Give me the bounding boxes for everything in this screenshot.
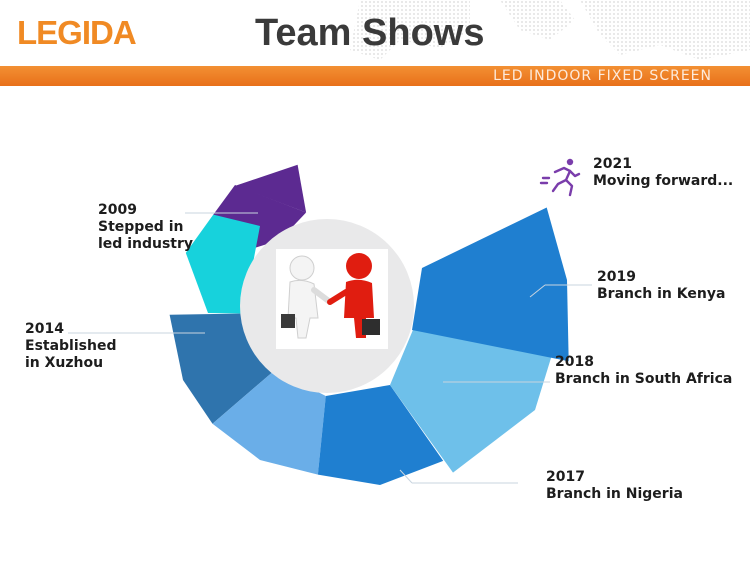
legida-logo: LEGIDA xyxy=(17,14,137,51)
milestone-text: in Xuzhou xyxy=(25,355,104,371)
running-person-icon xyxy=(539,158,581,197)
milestone-label-2018: 2018 Branch in South Africa xyxy=(555,354,732,388)
header-orange-bar xyxy=(0,66,750,86)
milestone-label-2017: 2017 Branch in Nigeria xyxy=(546,469,683,503)
segment-2017 xyxy=(317,385,444,485)
milestone-text: led industry xyxy=(98,236,193,252)
segment-light-blue xyxy=(212,370,326,475)
milestone-year: 2017 xyxy=(546,469,585,485)
milestone-text: Branch in South Africa xyxy=(555,371,733,387)
milestone-year: 2009 xyxy=(98,202,137,218)
milestone-label-2021: 2021 Moving forward... xyxy=(593,156,733,190)
segment-2018 xyxy=(390,325,555,473)
world-map-background xyxy=(350,0,750,60)
milestone-label-2014: 2014 Established in Xuzhou xyxy=(25,321,116,372)
leader-line-2019 xyxy=(529,284,546,298)
milestone-label-2009: 2009 Stepped in led industry xyxy=(98,202,193,253)
segment-2009 xyxy=(235,164,307,213)
milestone-year: 2014 xyxy=(25,321,64,337)
segment-cyan xyxy=(185,214,260,314)
milestone-label-2019: 2019 Branch in Kenya xyxy=(597,269,725,303)
page-header: LEGIDA Team Shows LED INDOOR FIXED SCREE… xyxy=(0,0,750,90)
milestone-text: Branch in Kenya xyxy=(597,286,726,302)
milestone-text: Moving forward... xyxy=(593,173,734,189)
milestone-text: Branch in Nigeria xyxy=(546,486,683,502)
milestone-text: Stepped in xyxy=(98,219,184,235)
page-title: Team Shows xyxy=(255,12,485,54)
leader-line-2017 xyxy=(399,469,413,484)
handshake-figures-icon xyxy=(276,249,388,349)
segment-2019 xyxy=(412,207,569,362)
milestone-year: 2021 xyxy=(593,156,632,172)
page-subtitle: LED INDOOR FIXED SCREEN xyxy=(493,68,712,84)
milestone-year: 2019 xyxy=(597,269,636,285)
milestone-text: Established xyxy=(25,338,117,354)
milestone-year: 2018 xyxy=(555,354,594,370)
milestone-diagram xyxy=(68,158,592,485)
